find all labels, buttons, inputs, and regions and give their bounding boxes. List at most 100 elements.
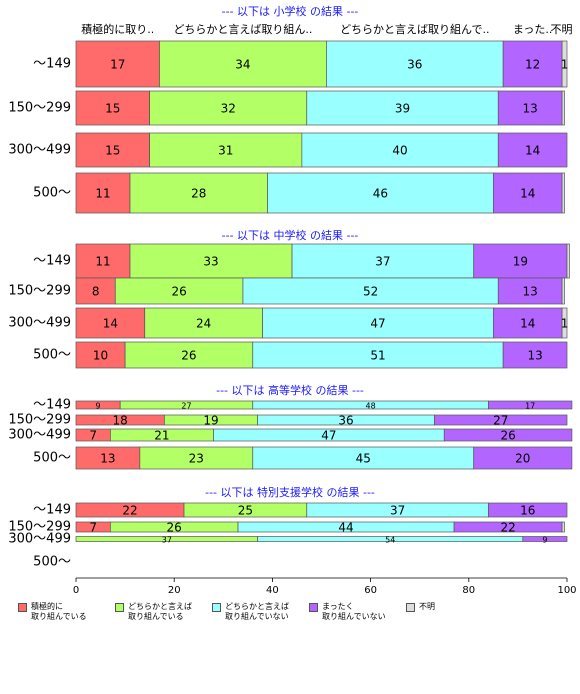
segment-header: どちらかと言えば取り組んで.. bbox=[340, 23, 489, 36]
data-label: 51 bbox=[370, 349, 385, 363]
data-label: 19 bbox=[203, 414, 218, 428]
data-label: 19 bbox=[513, 255, 528, 269]
bar-segment bbox=[252, 341, 504, 369]
bar-segment bbox=[129, 172, 268, 214]
data-label: 25 bbox=[238, 504, 253, 518]
data-label: 37 bbox=[162, 536, 172, 545]
x-tick-label: 40 bbox=[266, 585, 279, 596]
data-label: 40 bbox=[392, 144, 407, 158]
data-label: 48 bbox=[366, 402, 376, 411]
y-tick-label: 300〜499 bbox=[8, 532, 71, 547]
legend-label: どちらかと言えば 取り組んでいない bbox=[225, 602, 289, 621]
bar-segment bbox=[301, 132, 499, 168]
y-tick-label: 〜149 bbox=[33, 503, 71, 518]
bar-segment bbox=[149, 132, 303, 168]
x-tick-label: 80 bbox=[462, 585, 475, 596]
bar-segment bbox=[561, 307, 568, 339]
bar-segment bbox=[522, 536, 568, 542]
data-label: 27 bbox=[181, 402, 191, 411]
data-label: 21 bbox=[154, 429, 169, 443]
bar-segment bbox=[129, 243, 293, 279]
legend-item: まったく 取り組んでいない bbox=[309, 602, 406, 622]
data-label: 12 bbox=[525, 58, 540, 72]
y-tick-label: 500〜 bbox=[33, 186, 71, 201]
data-label: 14 bbox=[520, 187, 535, 201]
bar-segment bbox=[75, 341, 126, 369]
bar-segment bbox=[149, 90, 308, 126]
bar-segment bbox=[502, 341, 568, 369]
data-label: 17 bbox=[110, 58, 125, 72]
data-label: 27 bbox=[493, 414, 508, 428]
data-label: 45 bbox=[356, 452, 371, 466]
data-label: 46 bbox=[373, 187, 388, 201]
legend-label: 不明 bbox=[419, 602, 435, 611]
data-label: 13 bbox=[527, 349, 542, 363]
legend-item: 積極的に 取り組んでいる bbox=[18, 602, 115, 622]
x-tick-label: 0 bbox=[73, 585, 79, 596]
panel-title: --- 以下は 小学校 の結果 --- bbox=[222, 4, 359, 18]
bar-segment bbox=[497, 90, 563, 126]
bar-segment bbox=[434, 414, 568, 426]
bar-segment bbox=[561, 172, 565, 214]
segment-header: どちらかと言えば取り組ん.. bbox=[173, 23, 312, 36]
data-label: 24 bbox=[196, 317, 211, 331]
data-label: 8 bbox=[92, 285, 100, 299]
data-label: 20 bbox=[515, 452, 530, 466]
bar-segment bbox=[326, 40, 504, 88]
data-label: 11 bbox=[95, 255, 110, 269]
bar-segment bbox=[114, 277, 244, 305]
data-label: 36 bbox=[407, 58, 422, 72]
x-tick-label: 20 bbox=[168, 585, 181, 596]
data-label: 32 bbox=[221, 102, 236, 116]
data-label: 34 bbox=[235, 58, 250, 72]
data-label: 7 bbox=[89, 521, 97, 535]
bar-segment bbox=[267, 172, 494, 214]
y-tick-label: 500〜 bbox=[33, 555, 71, 570]
data-label: 47 bbox=[370, 317, 385, 331]
bar-segment bbox=[75, 132, 151, 168]
legend-item: 不明 bbox=[406, 602, 435, 622]
data-label: 15 bbox=[105, 144, 120, 158]
segment-header: 不明 bbox=[551, 23, 573, 36]
data-label: 14 bbox=[520, 317, 535, 331]
data-label: 33 bbox=[203, 255, 218, 269]
y-tick-label: 300〜499 bbox=[8, 316, 71, 331]
y-tick-label: 〜149 bbox=[33, 398, 71, 413]
data-label: 16 bbox=[520, 504, 535, 518]
data-label: 26 bbox=[500, 429, 515, 443]
data-label: 26 bbox=[171, 285, 186, 299]
legend-label: どちらかと言えば 取り組んでいる bbox=[128, 602, 192, 621]
bar-segment bbox=[488, 400, 573, 410]
data-label: 9 bbox=[96, 402, 101, 411]
y-tick-label: 500〜 bbox=[33, 451, 71, 466]
legend-swatch bbox=[115, 603, 124, 612]
legend-item: どちらかと言えば 取り組んでいない bbox=[212, 602, 309, 622]
y-tick-label: 〜149 bbox=[33, 57, 71, 72]
bar-segment bbox=[75, 307, 146, 339]
bar-segment bbox=[306, 90, 499, 126]
panel-title: --- 以下は 特別支援学校 の結果 --- bbox=[205, 485, 375, 499]
data-label: 15 bbox=[105, 102, 120, 116]
bar-segment bbox=[473, 446, 573, 470]
data-label: 13 bbox=[100, 452, 115, 466]
bar-segment bbox=[262, 307, 494, 339]
data-label: 13 bbox=[523, 285, 538, 299]
legend-label: まったく 取り組んでいない bbox=[322, 602, 386, 621]
segment-header: 積極的に取り.. bbox=[81, 22, 154, 36]
data-label: 18 bbox=[113, 414, 128, 428]
bar-segment bbox=[497, 277, 563, 305]
data-label: 1 bbox=[561, 58, 569, 72]
data-label: 14 bbox=[525, 144, 540, 158]
y-tick-label: 150〜299 bbox=[8, 284, 71, 299]
y-tick-label: 150〜299 bbox=[8, 101, 71, 116]
legend-swatch bbox=[212, 603, 221, 612]
data-label: 52 bbox=[363, 285, 378, 299]
y-tick-label: 〜149 bbox=[33, 254, 71, 269]
data-label: 36 bbox=[338, 414, 353, 428]
data-label: 22 bbox=[122, 504, 137, 518]
data-label: 11 bbox=[95, 187, 110, 201]
data-label: 23 bbox=[189, 452, 204, 466]
data-label: 22 bbox=[500, 521, 515, 535]
data-label: 37 bbox=[390, 504, 405, 518]
x-tick-label: 60 bbox=[364, 585, 377, 596]
